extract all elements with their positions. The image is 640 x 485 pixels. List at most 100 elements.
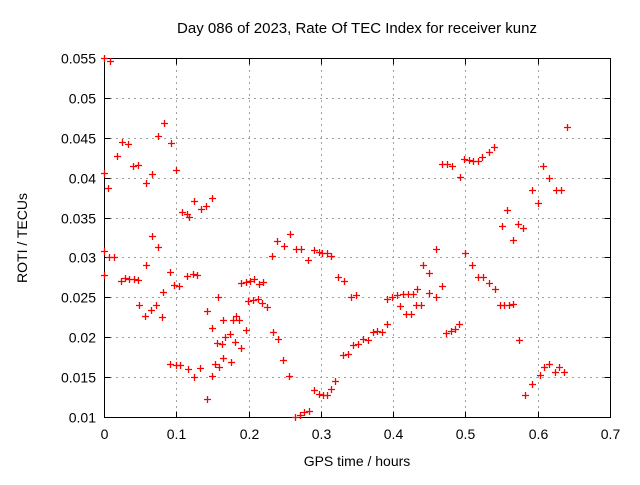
data-point-marker <box>135 162 142 169</box>
data-point-marker <box>370 329 377 336</box>
data-point-marker <box>516 337 523 344</box>
x-tick-label: 0.1 <box>167 426 187 442</box>
data-point-marker <box>167 361 174 368</box>
data-point-marker <box>469 262 476 269</box>
data-point-marker <box>286 373 293 380</box>
data-point-marker <box>305 257 312 264</box>
data-point-marker <box>101 55 108 62</box>
data-point-marker <box>449 163 456 170</box>
data-point-marker <box>420 262 427 269</box>
data-point-marker <box>328 253 335 260</box>
y-tick-label: 0.045 <box>61 131 96 147</box>
y-tick-label: 0.015 <box>61 370 96 386</box>
x-tick-label: 0.3 <box>312 426 332 442</box>
data-point-marker <box>228 359 235 366</box>
data-point-marker <box>280 357 287 364</box>
data-point-marker <box>444 161 451 168</box>
data-point-marker <box>433 246 440 253</box>
y-tick-label: 0.02 <box>69 330 96 346</box>
data-point-marker <box>190 271 197 278</box>
data-point-marker <box>556 364 563 371</box>
data-point-marker <box>251 276 258 283</box>
data-point-marker <box>275 336 282 343</box>
data-point-marker <box>452 326 459 333</box>
data-point-marker <box>397 303 404 310</box>
data-point-marker <box>461 156 468 163</box>
data-point-marker <box>520 225 527 232</box>
data-point-marker <box>379 329 386 336</box>
data-point-marker <box>185 366 192 373</box>
data-point-marker <box>260 279 267 286</box>
data-point-marker <box>238 280 245 287</box>
data-point-marker <box>227 331 234 338</box>
data-point-marker <box>462 250 469 257</box>
x-tick-label: 0.7 <box>601 426 621 442</box>
data-point-marker <box>439 283 446 290</box>
data-point-marker <box>222 334 229 341</box>
data-point-marker <box>480 274 487 281</box>
data-point-marker <box>142 313 149 320</box>
data-point-marker <box>122 275 129 282</box>
data-point-marker <box>540 163 547 170</box>
data-point-marker <box>209 325 216 332</box>
data-point-marker <box>297 412 304 419</box>
data-point-marker <box>510 237 517 244</box>
data-point-marker <box>176 283 183 290</box>
data-point-marker <box>448 328 455 335</box>
data-point-marker <box>215 294 222 301</box>
data-point-marker <box>332 378 339 385</box>
data-point-marker <box>198 206 205 213</box>
x-tick-label: 0.5 <box>456 426 476 442</box>
data-point-marker <box>171 282 178 289</box>
data-point-marker <box>504 207 511 214</box>
data-point-marker <box>101 272 108 279</box>
data-point-marker <box>341 278 348 285</box>
y-tick-label: 0.025 <box>61 290 96 306</box>
x-tick-label: 0.2 <box>240 426 260 442</box>
data-point-marker <box>328 386 335 393</box>
data-point-marker <box>149 233 156 240</box>
data-point-marker <box>479 154 486 161</box>
data-point-marker <box>101 248 108 255</box>
data-point-marker <box>232 339 239 346</box>
data-point-marker <box>135 277 142 284</box>
data-point-marker <box>374 328 381 335</box>
data-point-marker <box>418 302 425 309</box>
data-point-marker <box>408 311 415 318</box>
data-point-marker <box>486 149 493 156</box>
data-point-marker <box>119 139 126 146</box>
data-point-marker <box>335 274 342 281</box>
data-point-marker <box>148 307 155 314</box>
data-point-marker <box>107 58 114 65</box>
data-point-marker <box>515 221 522 228</box>
data-point-marker <box>410 291 417 298</box>
data-point-marker <box>316 249 323 256</box>
data-point-marker <box>256 281 263 288</box>
y-tick-label: 0.03 <box>69 250 96 266</box>
data-point-marker <box>564 124 571 131</box>
data-point-marker <box>173 167 180 174</box>
data-point-marker <box>324 250 331 257</box>
data-point-marker <box>292 414 299 421</box>
data-point-marker <box>212 361 219 368</box>
x-tick-label: 0.4 <box>384 426 404 442</box>
data-point-marker <box>130 163 137 170</box>
data-point-marker <box>255 296 262 303</box>
data-point-marker <box>203 203 210 210</box>
data-point-marker <box>259 300 266 307</box>
data-point-marker <box>353 292 360 299</box>
data-point-marker <box>270 329 277 336</box>
data-point-marker <box>184 273 191 280</box>
data-point-marker <box>230 317 237 324</box>
data-point-marker <box>558 187 565 194</box>
data-point-marker <box>114 153 121 160</box>
data-point-marker <box>546 361 553 368</box>
data-point-marker <box>160 289 167 296</box>
data-point-marker <box>306 408 313 415</box>
data-point-marker <box>161 120 168 127</box>
plot-border <box>104 58 611 418</box>
data-point-marker <box>155 133 162 140</box>
data-point-marker <box>194 272 201 279</box>
